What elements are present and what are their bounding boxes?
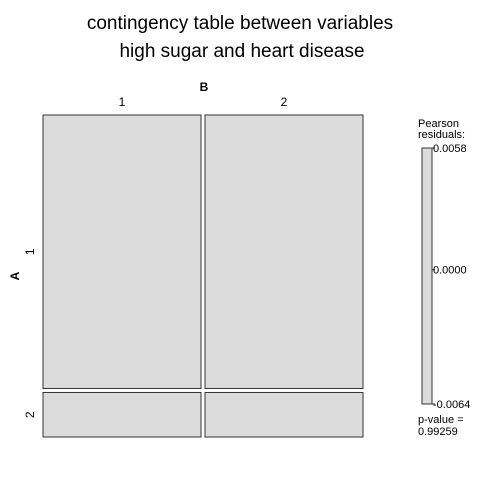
row-variable-label: A: [8, 271, 22, 280]
mosaic-cell-r1-c2: [204, 114, 364, 389]
pvalue-line-2: 0.99259: [418, 426, 458, 438]
chart-title-line-2: high sugar and heart disease: [119, 41, 364, 62]
col-tick-label-1: 1: [119, 95, 126, 109]
mosaic-cells: [42, 114, 364, 438]
legend-ticks: 0.0058 0.0000 -0.0064: [432, 143, 470, 411]
legend-title-line-2: residuals:: [418, 129, 465, 141]
pvalue-line-1: p-value =: [418, 414, 464, 426]
legend-tick-label-max: 0.0058: [433, 143, 467, 155]
row-tick-labels: 12: [23, 248, 37, 418]
residual-legend: Pearson residuals: 0.0058 0.0000 -0.0064 p…: [418, 118, 470, 438]
legend-tick-label-min: -0.0064: [433, 399, 470, 411]
legend-title-line-1: Pearson: [418, 118, 459, 130]
col-tick-label-2: 2: [281, 95, 288, 109]
legend-tick-label-mid: 0.0000: [433, 265, 467, 277]
row-tick-label-2: 2: [23, 411, 37, 418]
col-variable-label: B: [200, 80, 209, 94]
mosaic-cell-r2-c2: [204, 391, 364, 438]
legend-color-bar: [421, 147, 433, 405]
mosaic-cell-r2-c1: [42, 391, 202, 438]
chart-title-line-1: contingency table between variables: [87, 13, 393, 34]
mosaic-cell-r1-c1: [42, 114, 202, 389]
row-tick-label-1: 1: [23, 248, 37, 255]
